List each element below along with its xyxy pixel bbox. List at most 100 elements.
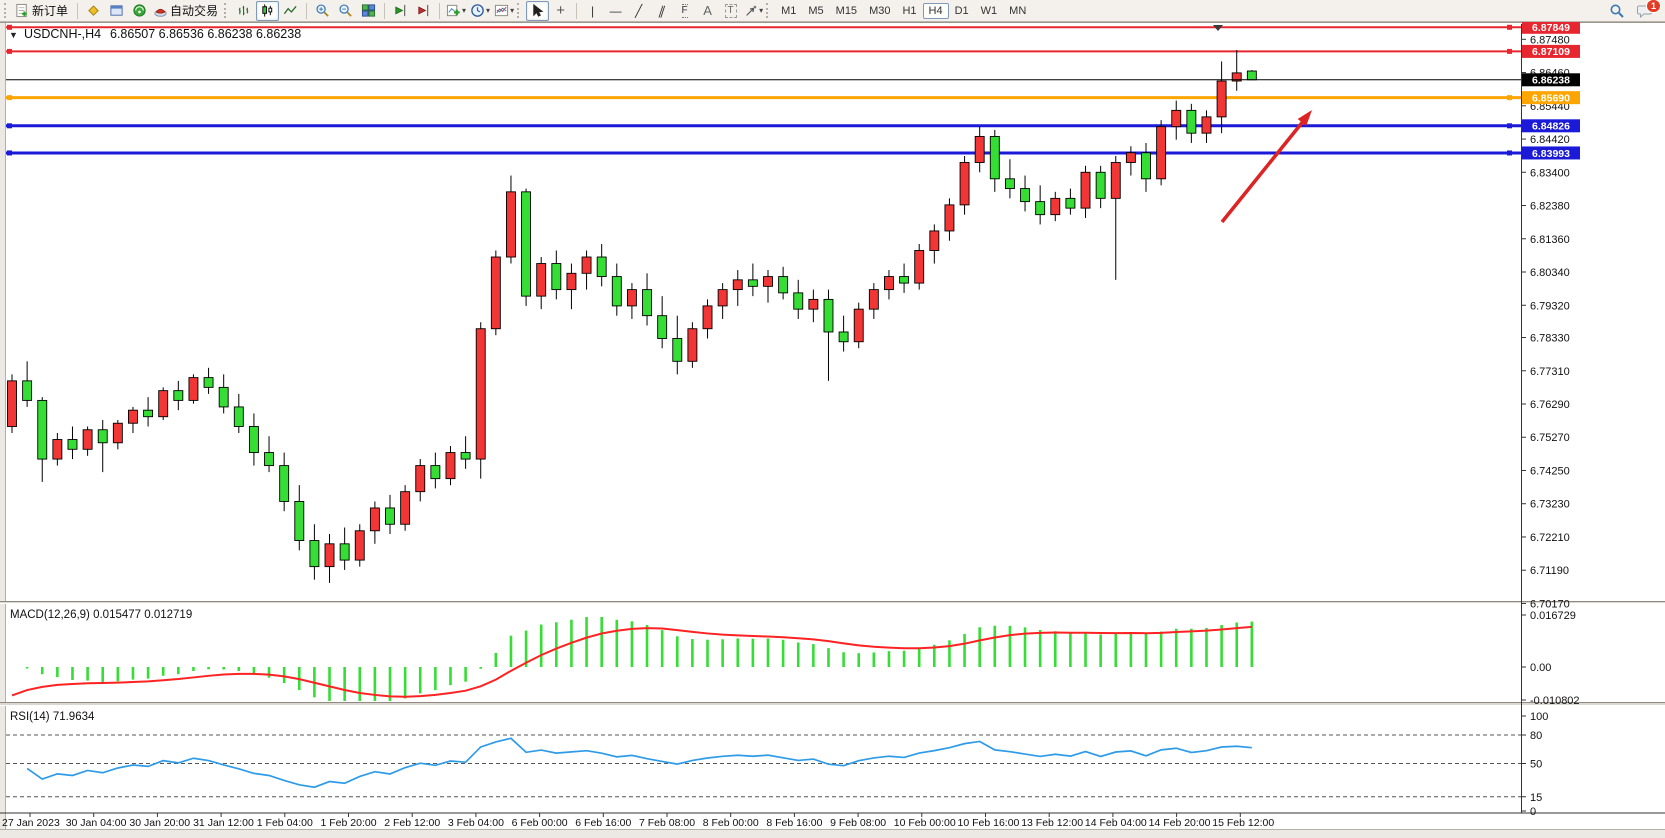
channel-tool-button[interactable]: ∥ bbox=[650, 1, 673, 21]
chart-plot-area[interactable] bbox=[6, 24, 1521, 601]
notifications-button[interactable]: 1 bbox=[1634, 0, 1661, 21]
timeframe-button-M15[interactable]: M15 bbox=[835, 4, 858, 17]
add-indicator-caret-icon[interactable]: ▾ bbox=[462, 6, 467, 15]
main-toolbar: 新订单 自动交易 bbox=[0, 0, 1665, 22]
timeframe-button-H1[interactable]: H1 bbox=[902, 4, 917, 17]
timeframe-button-M1[interactable]: M1 bbox=[781, 4, 797, 17]
auto-scroll-icon bbox=[418, 4, 429, 17]
time-axis-label: 30 Jan 04:00 bbox=[66, 817, 127, 829]
line-handle[interactable] bbox=[7, 24, 12, 30]
price-axis-tick-label: 6.73230 bbox=[1530, 499, 1570, 511]
candle-body bbox=[248, 426, 259, 454]
rsi-axis-tick-label: 50 bbox=[1530, 759, 1542, 771]
tile-windows-button[interactable] bbox=[357, 1, 380, 21]
timeframe-button-W1[interactable]: W1 bbox=[980, 4, 998, 17]
autotrading-button[interactable]: 自动交易 bbox=[151, 1, 223, 21]
candle bbox=[400, 485, 411, 531]
text-label-icon: T bbox=[724, 3, 737, 18]
arrow-annotation-head[interactable] bbox=[1297, 110, 1312, 126]
horizontal-line-tool-button[interactable]: — bbox=[604, 1, 627, 21]
line-handle[interactable] bbox=[1507, 48, 1512, 54]
time-axis-label: 7 Feb 08:00 bbox=[639, 817, 695, 829]
candle-body bbox=[989, 135, 1000, 180]
candle bbox=[853, 302, 864, 349]
candle bbox=[884, 270, 894, 300]
zoom-out-button[interactable] bbox=[334, 1, 357, 21]
chart-shift-button[interactable] bbox=[389, 1, 412, 21]
toolbar-grip[interactable] bbox=[224, 3, 230, 18]
templates-button[interactable]: ▾ bbox=[492, 1, 516, 21]
line-handle[interactable] bbox=[7, 48, 12, 54]
toolbar-grip[interactable] bbox=[4, 3, 10, 18]
market-watch-button[interactable] bbox=[82, 1, 105, 21]
text-tool-button[interactable]: A bbox=[696, 1, 719, 21]
price-axis-tick-label: 6.74250 bbox=[1530, 465, 1570, 477]
candle-body bbox=[7, 380, 17, 427]
toolbar-grip[interactable] bbox=[766, 3, 772, 18]
fibonacci-tool-button[interactable]: F bbox=[673, 1, 696, 21]
arrow-annotation[interactable] bbox=[1220, 117, 1307, 224]
candle bbox=[521, 188, 532, 306]
candle bbox=[687, 322, 698, 368]
time-axis-label: 6 Feb 16:00 bbox=[575, 817, 631, 829]
candle-body bbox=[611, 276, 622, 307]
periods-button[interactable]: ▾ bbox=[468, 1, 492, 21]
timeframe-button-H4[interactable]: H4 bbox=[922, 2, 949, 19]
chart-shift-marker[interactable] bbox=[1213, 25, 1223, 31]
timeframe-button-D1[interactable]: D1 bbox=[954, 4, 969, 17]
time-axis-label: 1 Feb 04:00 bbox=[257, 817, 313, 829]
line-handle[interactable] bbox=[1507, 150, 1512, 156]
trendline-tool-button[interactable]: ╱ bbox=[627, 1, 650, 21]
candle-body bbox=[37, 399, 48, 460]
candle-body bbox=[264, 452, 274, 467]
timeframe-button-MN[interactable]: MN bbox=[1009, 4, 1027, 17]
cursor-tool-button[interactable] bbox=[526, 0, 550, 21]
chart-ohlc-readout: 6.86507 6.86536 6.86238 6.86238 bbox=[110, 27, 301, 41]
panel-separator[interactable] bbox=[0, 601, 1665, 604]
line-handle[interactable] bbox=[1507, 24, 1512, 30]
time-axis-label: 14 Feb 20:00 bbox=[1149, 817, 1211, 829]
vertical-line-tool-button[interactable]: | bbox=[581, 1, 604, 21]
line-chart-button[interactable] bbox=[279, 1, 302, 21]
notification-badge[interactable]: 1 bbox=[1645, 0, 1661, 13]
symbol-dropdown-icon[interactable]: ▼ bbox=[9, 30, 18, 40]
add-indicator-button[interactable]: ▾ bbox=[444, 1, 468, 21]
toolbar-grip[interactable] bbox=[517, 3, 523, 18]
line-handle[interactable] bbox=[7, 150, 12, 156]
candle-body bbox=[581, 256, 592, 274]
candle-body bbox=[551, 263, 562, 291]
navigator-button[interactable] bbox=[128, 1, 151, 21]
arrows-tool-button[interactable]: ▾ bbox=[742, 1, 765, 21]
line-handle[interactable] bbox=[7, 95, 12, 101]
search-button[interactable] bbox=[1605, 1, 1628, 21]
arrows-caret-icon[interactable]: ▾ bbox=[759, 6, 764, 15]
candle bbox=[1035, 185, 1046, 225]
macd-axis-tick-label: 0.016729 bbox=[1530, 610, 1576, 622]
periods-caret-icon[interactable]: ▾ bbox=[486, 6, 491, 15]
candle-body bbox=[884, 276, 894, 291]
candle-body bbox=[475, 328, 486, 460]
price-axis-tick-label: 6.70170 bbox=[1530, 598, 1570, 610]
line-handle[interactable] bbox=[1507, 95, 1512, 101]
text-label-tool-button[interactable]: T bbox=[719, 1, 742, 21]
timeframe-button-M5[interactable]: M5 bbox=[808, 4, 824, 17]
auto-scroll-button[interactable] bbox=[412, 1, 435, 21]
new-order-button[interactable]: 新订单 bbox=[13, 1, 73, 21]
data-window-button[interactable] bbox=[105, 1, 128, 21]
line-handle[interactable] bbox=[7, 123, 12, 129]
panel-separator[interactable] bbox=[0, 702, 1665, 706]
zoom-in-button[interactable] bbox=[311, 1, 334, 21]
timeframe-button-M30[interactable]: M30 bbox=[869, 4, 891, 17]
bar-chart-button[interactable] bbox=[233, 1, 256, 21]
crosshair-tool-button[interactable]: + bbox=[549, 1, 572, 21]
price-badge-6.87109 bbox=[1522, 44, 1580, 58]
new-order-label: 新订单 bbox=[32, 4, 69, 18]
line-handle[interactable] bbox=[1507, 123, 1512, 129]
candle-body bbox=[1035, 201, 1046, 216]
candlestick-chart-button[interactable] bbox=[256, 0, 280, 21]
candle-body bbox=[490, 256, 501, 330]
rsi-axis-tick-label: 100 bbox=[1530, 711, 1548, 723]
templates-caret-icon[interactable]: ▾ bbox=[510, 6, 515, 15]
time-axis-label: 10 Feb 16:00 bbox=[958, 817, 1020, 829]
